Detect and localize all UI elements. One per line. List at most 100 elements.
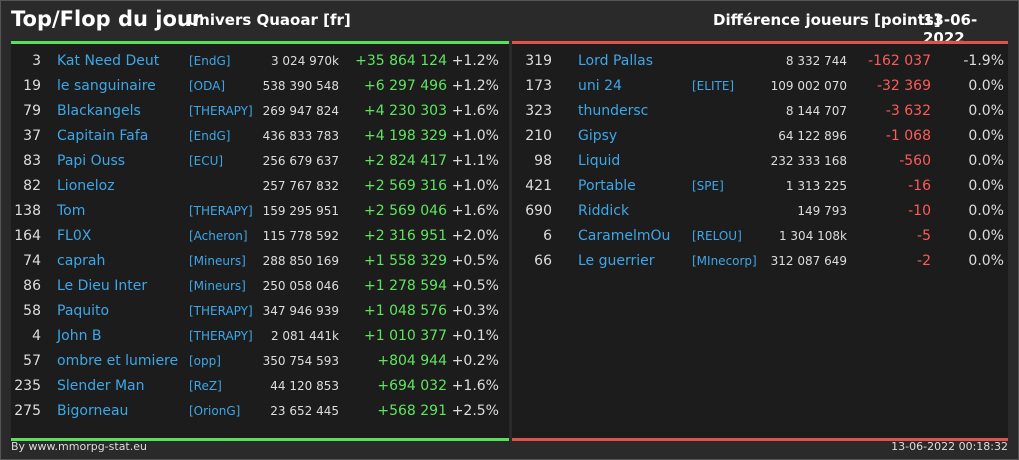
alliance-link[interactable]: [ODA] (189, 79, 226, 93)
percent-cell: 0.0% (968, 203, 1004, 219)
top-row: 19 le sanguinaire [ODA] 538 390 548 +6 297 4… (11, 74, 509, 99)
player-name-link[interactable]: Blackangels (57, 103, 141, 119)
alliance-link[interactable]: [ECU] (189, 154, 224, 168)
player-name-link[interactable]: uni 24 (578, 78, 622, 94)
points-cell: 250 058 046 (262, 279, 339, 293)
player-name-link[interactable]: Le guerrier (578, 253, 655, 269)
points-cell: 350 754 593 (262, 354, 339, 368)
top-row: 275 Bigorneau [OrionG] 23 652 445 +568 291 +2… (11, 399, 509, 424)
points-cell: 23 652 445 (270, 404, 339, 418)
alliance-link[interactable]: [THERAPY] (189, 204, 253, 218)
player-name-link[interactable]: Capitain Fafa (57, 128, 149, 144)
points-cell: 159 295 951 (262, 204, 339, 218)
player-name-link[interactable]: thundersc (578, 103, 649, 119)
points-cell: 2 081 441k (270, 329, 339, 343)
delta-cell: +568 291 (377, 403, 447, 419)
delta-cell: +4 198 329 (364, 128, 447, 144)
percent-cell: +0.2% (451, 353, 499, 369)
alliance-link[interactable]: [EndG] (189, 129, 231, 143)
delta-cell: +694 032 (377, 378, 447, 394)
percent-cell: +1.1% (451, 153, 499, 169)
delta-cell: -3 632 (885, 103, 931, 119)
player-name-link[interactable]: Lord Pallas (578, 53, 654, 69)
flop-row: 173 uni 24 [ELITE] 109 002 070 -32 369 0.0% (512, 74, 1008, 99)
alliance-link[interactable]: [EndG] (189, 54, 231, 68)
player-name-link[interactable]: Liquid (578, 153, 621, 169)
delta-cell: +1 048 576 (364, 303, 447, 319)
rank-cell: 6 (543, 228, 552, 244)
delta-cell: -560 (899, 153, 931, 169)
player-name-link[interactable]: Papi Ouss (57, 153, 126, 169)
player-name-link[interactable]: caprah (57, 253, 106, 269)
delta-cell: +2 316 951 (364, 228, 447, 244)
flop-panel: 319 Lord Pallas 8 332 744 -162 037 -1.9% 173 u… (512, 41, 1008, 441)
percent-cell: +1.0% (451, 178, 499, 194)
top-row: 83 Papi Ouss [ECU] 256 679 637 +2 824 417 +1.… (11, 149, 509, 174)
alliance-link[interactable]: [THERAPY] (189, 304, 253, 318)
rank-cell: 323 (525, 103, 552, 119)
alliance-link[interactable]: [MInecorp] (692, 254, 757, 268)
alliance-link[interactable]: [ReZ] (189, 379, 222, 393)
player-name-link[interactable]: Le Dieu Inter (57, 278, 148, 294)
alliance-link[interactable]: [SPE] (692, 179, 724, 193)
metric-label: Différence joueurs [points] (713, 11, 941, 29)
player-name-link[interactable]: Tom (57, 203, 86, 219)
alliance-link[interactable]: [opp] (189, 354, 221, 368)
alliance-link[interactable]: [THERAPY] (189, 104, 253, 118)
points-cell: 1 313 225 (785, 179, 847, 193)
player-name-link[interactable]: Portable (578, 178, 636, 194)
points-cell: 8 332 744 (785, 54, 847, 68)
delta-cell: +1 278 594 (364, 278, 447, 294)
percent-cell: 0.0% (968, 228, 1004, 244)
footer-credit[interactable]: By www.mmorpg-stat.eu (11, 440, 147, 453)
alliance-link[interactable]: [RELOU] (692, 229, 742, 243)
player-name-link[interactable]: Slender Man (57, 378, 145, 394)
delta-cell: +1 558 329 (364, 253, 447, 269)
percent-cell: +1.2% (451, 53, 499, 69)
player-name-link[interactable]: John B (57, 328, 102, 344)
player-name-link[interactable]: Riddick (578, 203, 630, 219)
delta-cell: +2 569 046 (364, 203, 447, 219)
player-name-link[interactable]: Paquito (57, 303, 110, 319)
alliance-link[interactable]: [THERAPY] (189, 329, 253, 343)
top-row: 138 Tom [THERAPY] 159 295 951 +2 569 046 +1.6… (11, 199, 509, 224)
alliance-link[interactable]: [OrionG] (189, 404, 241, 418)
rank-cell: 19 (23, 78, 41, 94)
player-name-link[interactable]: Gipsy (578, 128, 618, 144)
points-cell: 257 767 832 (262, 179, 339, 193)
flop-row: 98 Liquid 232 333 168 -560 0.0% (512, 149, 1008, 174)
percent-cell: +2.0% (451, 228, 499, 244)
delta-cell: -16 (908, 178, 931, 194)
player-name-link[interactable]: Bigorneau (57, 403, 129, 419)
delta-cell: -5 (917, 228, 931, 244)
alliance-link[interactable]: [Mineurs] (189, 279, 246, 293)
flop-row: 319 Lord Pallas 8 332 744 -162 037 -1.9% (512, 49, 1008, 74)
percent-cell: 0.0% (968, 178, 1004, 194)
rank-cell: 86 (23, 278, 41, 294)
player-name-link[interactable]: ombre et lumiere (57, 353, 179, 369)
points-cell: 347 946 939 (262, 304, 339, 318)
alliance-link[interactable]: [Acheron] (189, 229, 248, 243)
player-name-link[interactable]: CaramelmOu (578, 228, 671, 244)
alliance-link[interactable]: [Mineurs] (189, 254, 246, 268)
points-cell: 312 087 649 (770, 254, 847, 268)
rank-cell: 57 (23, 353, 41, 369)
rank-cell: 138 (14, 203, 41, 219)
universe-label: Univers Quaoar [fr] (187, 11, 351, 29)
percent-cell: +0.5% (451, 278, 499, 294)
delta-cell: -162 037 (868, 53, 931, 69)
flop-row: 690 Riddick 149 793 -10 0.0% (512, 199, 1008, 224)
percent-cell: +1.6% (451, 103, 499, 119)
player-name-link[interactable]: Lioneloz (57, 178, 115, 194)
percent-cell: +2.5% (451, 403, 499, 419)
points-cell: 232 333 168 (770, 154, 847, 168)
player-name-link[interactable]: Kat Need Deut (57, 53, 160, 69)
player-name-link[interactable]: le sanguinaire (57, 78, 156, 94)
alliance-link[interactable]: [ELITE] (692, 79, 735, 93)
header: Top/Flop du jour Univers Quaoar [fr] Dif… (1, 1, 1018, 47)
flop-row: 66 Le guerrier [MInecorp] 312 087 649 -2 0.0% (512, 249, 1008, 274)
player-name-link[interactable]: FL0X (57, 228, 92, 244)
page-title: Top/Flop du jour (11, 7, 203, 31)
flop-row: 6 CaramelmOu [RELOU] 1 304 108k -5 0.0% (512, 224, 1008, 249)
